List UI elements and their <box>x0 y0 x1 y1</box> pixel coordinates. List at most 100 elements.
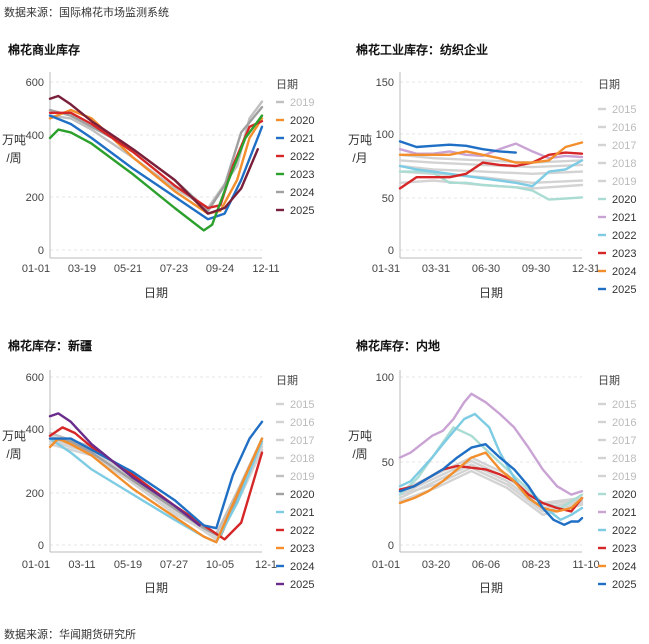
x-tick-label: 03-31 <box>422 263 450 275</box>
series-line-2025 <box>48 412 201 527</box>
legend-item-2021: 2021 <box>276 133 314 145</box>
y-axis-label: 万吨/月 <box>348 133 372 165</box>
legend-label: 2021 <box>612 507 636 519</box>
legend-item-2020: 2020 <box>598 489 636 501</box>
legend-item-2023: 2023 <box>598 248 636 260</box>
legend-label: 2022 <box>290 525 314 537</box>
series-line-2025 <box>398 140 517 154</box>
legend-item-2024: 2024 <box>598 266 636 278</box>
legend-item-2023: 2023 <box>598 543 636 555</box>
x-tick-label: 03-20 <box>422 559 450 571</box>
legend-item-2022: 2022 <box>598 525 636 537</box>
series-line-2020 <box>398 170 584 201</box>
legend-title: 日期 <box>598 374 620 387</box>
legend-label: 2015 <box>612 104 636 116</box>
legend-label: 2023 <box>612 543 636 555</box>
chart-title: 棉花库存：内地 <box>356 338 440 353</box>
series-line-2015 <box>398 459 584 505</box>
series-line-2024 <box>48 420 264 530</box>
legend-label: 2023 <box>290 169 314 181</box>
legend-label: 2024 <box>612 561 636 573</box>
legend-label: 2022 <box>612 525 636 537</box>
legend-label: 2016 <box>290 417 314 429</box>
series-line-2016 <box>398 463 584 510</box>
legend-label: 2024 <box>290 187 314 199</box>
legend-label: 2025 <box>612 284 636 296</box>
x-tick-label: 09-24 <box>206 263 234 275</box>
legend-item-2017: 2017 <box>598 140 636 152</box>
chart-panel-3: 棉花库存：新疆 0 200 400 600 01-01 03-11 05-19 07-27 10-… <box>2 338 314 595</box>
x-tick-label: 06-06 <box>472 559 500 571</box>
x-tick-label: 12-11 <box>252 263 279 275</box>
series-line-2015 <box>398 153 584 164</box>
y-axis-label: 万吨/周 <box>2 429 26 461</box>
series-line-2024 <box>398 451 584 513</box>
x-axis-label: 日期 <box>144 286 168 300</box>
y-tick-label: 200 <box>26 488 44 500</box>
series-line-2022 <box>398 412 584 521</box>
legend-item-2025: 2025 <box>598 579 636 591</box>
legend-label: 2022 <box>290 151 314 163</box>
series-line-2021 <box>48 114 264 221</box>
legend-item-2017: 2017 <box>276 435 314 447</box>
legend-label: 2020 <box>290 489 314 501</box>
legend-item-2016: 2016 <box>598 122 636 134</box>
legend-item-2020: 2020 <box>598 194 636 206</box>
legend-item-2020: 2020 <box>276 115 314 127</box>
chart-title: 棉花库存：新疆 <box>8 338 92 353</box>
legend-item-2025: 2025 <box>276 579 314 591</box>
series-line-2023 <box>398 151 584 190</box>
legend-item-2021: 2021 <box>598 507 636 519</box>
legend-item-2018: 2018 <box>598 453 636 465</box>
y-tick-label: 0 <box>388 540 394 552</box>
y-tick-label: 0 <box>38 540 44 552</box>
legend-item-2019: 2019 <box>276 471 314 483</box>
legend-label: 2021 <box>290 507 314 519</box>
legend-title: 日期 <box>598 78 620 91</box>
legend-item-2019: 2019 <box>598 176 636 188</box>
legend-item-2025: 2025 <box>276 205 314 217</box>
legend-label: 2016 <box>612 417 636 429</box>
legend-item-2024: 2024 <box>276 187 314 199</box>
legend-item-2023: 2023 <box>276 543 314 555</box>
legend-item-2016: 2016 <box>276 417 314 429</box>
y-tick-label: 150 <box>376 77 394 89</box>
x-tick-label: 12-1 <box>255 559 277 571</box>
legend-label: 2017 <box>612 140 636 152</box>
series-line-2016 <box>48 443 264 538</box>
series-line-2025 <box>48 94 259 215</box>
legend-item-2021: 2021 <box>598 212 636 224</box>
legend-label: 2023 <box>612 248 636 260</box>
legend-label: 2018 <box>612 453 636 465</box>
x-tick-label: 12-31 <box>572 263 600 275</box>
x-tick-label: 03-19 <box>68 263 96 275</box>
x-tick-label: 01-01 <box>372 559 400 571</box>
legend-item-2016: 2016 <box>598 417 636 429</box>
x-tick-label: 01-01 <box>22 559 50 571</box>
legend-label: 2018 <box>290 453 314 465</box>
legend-label: 2024 <box>612 266 636 278</box>
legend-item-2023: 2023 <box>276 169 314 181</box>
legend-item-2018: 2018 <box>276 453 314 465</box>
header-note: 数据来源：国际棉花市场监测系统 <box>4 7 169 19</box>
series-line-2025 <box>398 443 584 526</box>
legend-item-2020: 2020 <box>276 489 314 501</box>
y-axis-label: 万吨/周 <box>2 133 26 165</box>
x-axis-label: 日期 <box>479 581 503 595</box>
legend-item-2022: 2022 <box>276 525 314 537</box>
x-tick-label: 01-01 <box>22 263 50 275</box>
legend-item-2022: 2022 <box>276 151 314 163</box>
legend-label: 2020 <box>612 194 636 206</box>
legend-label: 2020 <box>290 115 314 127</box>
legend-item-2021: 2021 <box>276 507 314 519</box>
legend-label: 2019 <box>290 97 314 109</box>
y-tick-label: 50 <box>382 457 394 469</box>
y-tick-label: 0 <box>388 245 394 257</box>
legend-item-2019: 2019 <box>598 471 636 483</box>
y-axis-label: 万吨/周 <box>348 429 372 461</box>
legend-item-2024: 2024 <box>598 561 636 573</box>
chart-panel-2: 棉花工业库存：纺织企业 0 50 100 150 01-31 03-31 06-30 09-30… <box>348 42 636 300</box>
legend-label: 2018 <box>612 158 636 170</box>
series-line-2024 <box>48 105 264 213</box>
series-line-2022 <box>398 159 584 188</box>
